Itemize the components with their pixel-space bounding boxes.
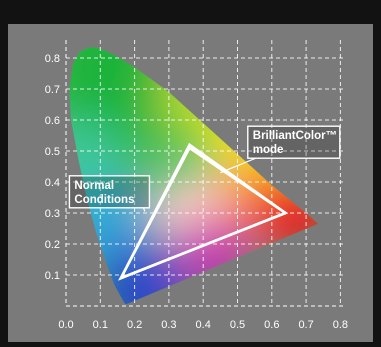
annotation-label: Normal Conditions [74, 180, 134, 206]
gamut-triangles [118, 142, 289, 281]
y-axis-ticks: 0.1 0.2 0.3 0.4 0.5 0.6 0.7 0.8 [45, 53, 60, 282]
x-tick-label: 0.0 [58, 319, 73, 331]
annotations: BrilliantColor™ mode Normal Conditions [68, 125, 341, 212]
x-tick-label: 0.8 [333, 319, 348, 331]
y-tick-label: 0.3 [45, 208, 60, 220]
x-tick-label: 0.1 [93, 319, 108, 331]
x-axis-ticks: 0.0 0.1 0.2 0.3 0.4 0.5 0.6 0.7 0.8 [58, 319, 348, 331]
x-tick-label: 0.6 [264, 319, 279, 331]
annotation-label-line: Conditions [74, 194, 134, 206]
grid-lines [65, 40, 346, 307]
y-tick-label: 0.8 [45, 53, 60, 65]
y-tick-label: 0.2 [45, 239, 60, 251]
x-tick-label: 0.4 [196, 319, 211, 331]
annotation-label-line: BrilliantColor™ [253, 130, 337, 142]
x-tick-label: 0.3 [161, 319, 176, 331]
x-tick-label: 0.7 [298, 319, 313, 331]
annotation-label: BrilliantColor™ mode [253, 130, 337, 156]
x-tick-label: 0.5 [230, 319, 245, 331]
annotation-leader-line [220, 157, 257, 174]
annotation-label-line: mode [253, 144, 284, 156]
x-tick-label: 0.2 [127, 319, 142, 331]
y-tick-label: 0.1 [45, 270, 60, 282]
annotation-label-line: Normal [74, 180, 114, 192]
annotation-box [68, 175, 151, 209]
y-tick-label: 0.7 [45, 84, 60, 96]
y-tick-label: 0.4 [45, 177, 60, 189]
brilliantcolor-triangle [118, 142, 289, 281]
y-tick-label: 0.5 [45, 146, 60, 158]
y-tick-label: 0.6 [45, 115, 60, 127]
annotation-box [247, 125, 341, 159]
